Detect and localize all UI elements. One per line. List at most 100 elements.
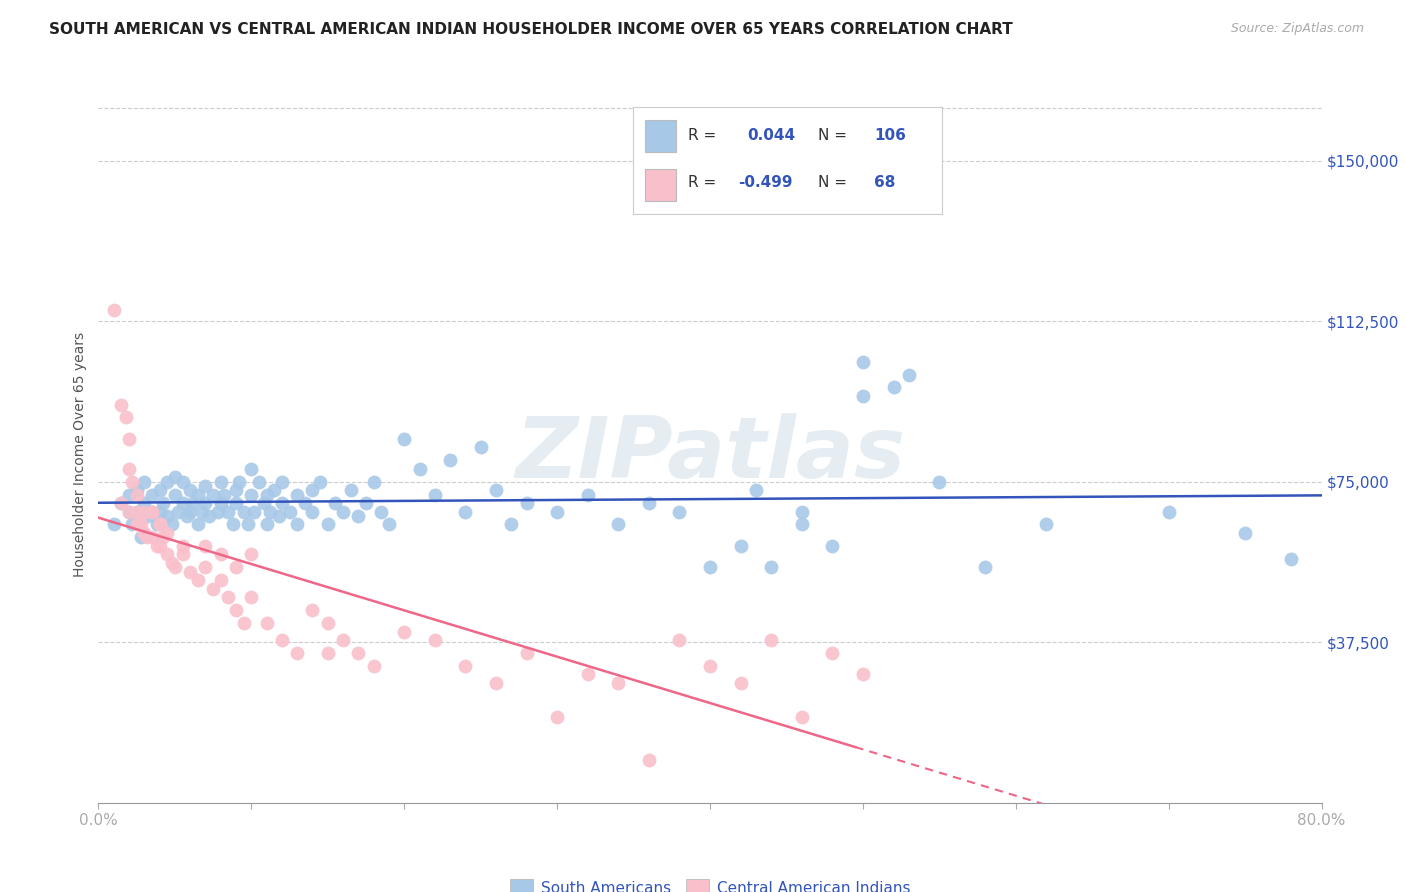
Point — [339, 483, 361, 498]
Point — [454, 505, 477, 519]
Point — [172, 496, 194, 510]
Point — [149, 517, 172, 532]
Point — [160, 556, 183, 570]
Point — [516, 646, 538, 660]
Point — [141, 505, 163, 519]
Point — [325, 496, 347, 510]
Point — [163, 560, 186, 574]
Point — [118, 505, 141, 519]
Point — [149, 505, 172, 519]
Point — [259, 505, 281, 519]
Point — [790, 505, 813, 519]
Point — [883, 380, 905, 394]
Point — [392, 624, 416, 639]
Point — [316, 646, 339, 660]
Point — [194, 479, 217, 493]
Point — [134, 526, 156, 541]
Point — [179, 505, 201, 519]
Point — [309, 475, 332, 489]
Point — [240, 548, 263, 562]
Point — [152, 530, 174, 544]
Point — [212, 487, 235, 501]
Point — [301, 505, 323, 519]
Point — [1035, 517, 1057, 532]
Point — [485, 483, 508, 498]
Point — [301, 603, 323, 617]
Point — [167, 505, 190, 519]
Point — [209, 573, 232, 587]
Point — [240, 487, 263, 501]
Point — [821, 646, 844, 660]
Point — [172, 539, 194, 553]
Text: Source: ZipAtlas.com: Source: ZipAtlas.com — [1230, 22, 1364, 36]
Point — [225, 483, 247, 498]
Point — [378, 517, 401, 532]
Point — [141, 530, 163, 544]
Point — [730, 676, 752, 690]
Point — [546, 505, 568, 519]
Point — [270, 496, 292, 510]
Point — [129, 517, 152, 532]
Point — [247, 475, 270, 489]
Point — [238, 517, 260, 532]
Point — [209, 475, 232, 489]
Point — [347, 508, 370, 523]
Point — [115, 410, 138, 425]
Point — [285, 646, 308, 660]
Point — [194, 560, 217, 574]
Point — [125, 505, 148, 519]
Point — [454, 658, 477, 673]
Point — [217, 505, 239, 519]
Point — [118, 487, 141, 501]
Point — [222, 517, 245, 532]
Point — [501, 517, 523, 532]
Point — [136, 530, 159, 544]
Point — [145, 517, 167, 532]
Point — [363, 475, 385, 489]
Point — [301, 483, 323, 498]
Text: R =: R = — [689, 128, 717, 143]
Point — [759, 560, 782, 574]
Point — [179, 565, 201, 579]
Text: 68: 68 — [875, 175, 896, 190]
Point — [160, 517, 183, 532]
Point — [118, 462, 141, 476]
Point — [141, 505, 163, 519]
Legend: South Americans, Central American Indians: South Americans, Central American Indian… — [503, 873, 917, 892]
Point — [347, 646, 370, 660]
Point — [141, 487, 163, 501]
Point — [668, 633, 690, 648]
Point — [285, 517, 308, 532]
Point — [256, 487, 278, 501]
Text: 0.044: 0.044 — [747, 128, 796, 143]
Point — [852, 355, 875, 369]
Point — [176, 508, 198, 523]
Point — [103, 303, 125, 318]
Point — [256, 517, 278, 532]
Point — [134, 526, 156, 541]
Text: N =: N = — [818, 175, 848, 190]
Point — [423, 487, 446, 501]
Point — [225, 560, 247, 574]
Point — [1157, 505, 1180, 519]
Point — [270, 475, 292, 489]
Point — [759, 633, 782, 648]
Point — [790, 517, 813, 532]
Point — [149, 517, 172, 532]
Point — [179, 483, 201, 498]
Point — [149, 483, 172, 498]
Point — [191, 505, 214, 519]
Point — [187, 573, 209, 587]
Point — [197, 508, 219, 523]
Point — [172, 475, 194, 489]
Point — [699, 658, 721, 673]
Point — [267, 508, 290, 523]
Point — [897, 368, 920, 382]
Point — [270, 633, 292, 648]
Point — [408, 462, 430, 476]
Point — [125, 517, 148, 532]
Point — [485, 676, 508, 690]
Point — [202, 487, 225, 501]
Point — [125, 487, 148, 501]
Point — [228, 475, 250, 489]
